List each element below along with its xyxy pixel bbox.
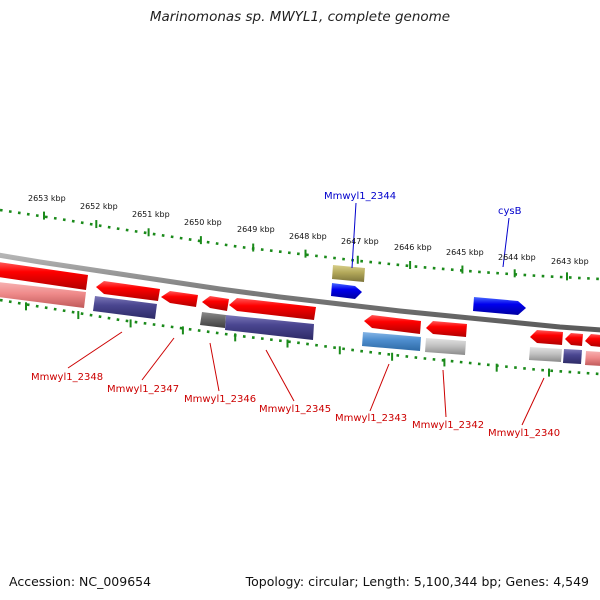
tick-label: 2643 kbp: [551, 257, 589, 266]
feature-navy-block-1[interactable]: [93, 296, 157, 319]
lower-ruler: [0, 298, 600, 377]
leader-mmwyl1-2342: [442, 369, 447, 418]
gene-red-small-3-arrow[interactable]: [565, 333, 583, 346]
leader-mmwyl1-2348: [67, 331, 123, 369]
feature-pink-block[interactable]: [0, 282, 86, 308]
leader-mmwyl1-2340: [521, 377, 545, 426]
tick-label: 2650 kbp: [184, 218, 222, 227]
upper-ruler-dots: [0, 208, 600, 281]
gene-mmwyl1-2347-arrow[interactable]: [96, 281, 160, 301]
upper-ruler: [0, 208, 600, 281]
gene-labels: Mmwyl1_2344 cysB Mmwyl1_2348 Mmwyl1_2347…: [31, 191, 560, 439]
tick-label: 2652 kbp: [80, 202, 118, 211]
feature-dark-block[interactable]: [200, 312, 226, 328]
tick-label: 2645 kbp: [446, 248, 484, 257]
feature-gray-block-2[interactable]: [529, 347, 562, 362]
tick-label: 2651 kbp: [132, 210, 170, 219]
map-title: Marinomonas sp. MWYL1, complete genome: [149, 9, 451, 25]
feature-pink-block-edge[interactable]: [585, 351, 600, 366]
feature-olive-block[interactable]: [332, 265, 365, 282]
leader-mmwyl1-2343: [369, 363, 390, 412]
leader-mmwyl1-2347: [141, 337, 175, 381]
gene-mmwyl1-2346-arrow[interactable]: [229, 298, 316, 320]
tick-labels: 2653 kbp 2652 kbp 2651 kbp 2650 kbp 2649…: [28, 194, 589, 266]
gene-label-mmwyl1-2343[interactable]: Mmwyl1_2343: [335, 413, 407, 424]
genome-summary-text: Topology: circular; Length: 5,100,344 bp…: [245, 574, 589, 589]
gene-mmwyl1-2343-arrow[interactable]: [364, 315, 421, 334]
gene-label-mmwyl1-2346[interactable]: Mmwyl1_2346: [184, 394, 256, 405]
gene-mmwyl1-2342-arrow[interactable]: [426, 321, 467, 337]
tick-label: 2649 kbp: [237, 225, 275, 234]
gene-cysb-arrow[interactable]: [473, 297, 526, 315]
gene-red-small-2-arrow[interactable]: [202, 296, 229, 311]
gene-label-mmwyl1-2348[interactable]: Mmwyl1_2348: [31, 372, 103, 383]
tick-label: 2647 kbp: [341, 237, 379, 246]
tick-label: 2644 kbp: [498, 253, 536, 262]
leader-mmwyl1-2344: [351, 202, 357, 269]
gene-mmwyl1-2340-arrow[interactable]: [530, 330, 563, 345]
accession-text: Accession: NC_009654: [9, 574, 152, 589]
gene-label-cysb[interactable]: cysB: [498, 206, 522, 217]
tick-label: 2646 kbp: [394, 243, 432, 252]
gene-red-small-1-arrow[interactable]: [161, 291, 198, 307]
genome-backbone: [0, 252, 600, 333]
feature-steel-block[interactable]: [362, 332, 421, 351]
tick-label: 2653 kbp: [28, 194, 66, 203]
gene-label-mmwyl1-2345[interactable]: Mmwyl1_2345: [259, 404, 331, 415]
gene-label-mmwyl1-2344[interactable]: Mmwyl1_2344: [324, 191, 396, 202]
gene-mmwyl1-2348-arrow[interactable]: [0, 262, 88, 290]
leader-mmwyl1-2346: [209, 342, 220, 392]
lower-ruler-dots: [0, 298, 600, 376]
gene-mmwyl1-2344-arrow[interactable]: [331, 283, 362, 299]
feature-navy-block-3[interactable]: [563, 349, 582, 364]
gene-label-mmwyl1-2342[interactable]: Mmwyl1_2342: [412, 420, 484, 431]
feature-gray-block-1[interactable]: [425, 338, 466, 355]
gene-red-edge-arrow[interactable]: [585, 334, 600, 347]
leader-mmwyl1-2345: [265, 349, 295, 402]
gene-label-mmwyl1-2340[interactable]: Mmwyl1_2340: [488, 428, 560, 439]
leader-lines: [67, 202, 545, 426]
leader-cysb: [502, 217, 510, 268]
gene-label-mmwyl1-2347[interactable]: Mmwyl1_2347: [107, 384, 179, 395]
feature-navy-block-2[interactable]: [225, 315, 314, 340]
gene-features: [0, 262, 600, 366]
tick-label: 2648 kbp: [289, 232, 327, 241]
